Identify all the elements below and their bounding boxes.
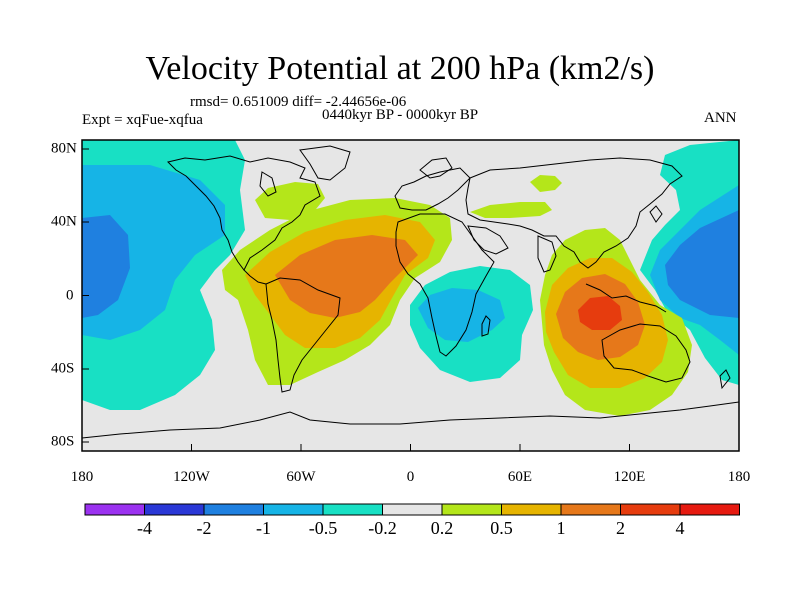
colorbar-box-11 xyxy=(679,503,740,516)
colorbar-label-5: -0.2 xyxy=(368,518,397,538)
y-ticks xyxy=(82,148,89,443)
colorbar xyxy=(84,503,740,516)
colorbar-label-2: -2 xyxy=(196,518,212,538)
coastline-maritime-continent xyxy=(585,283,667,313)
y-label-80n: 80N xyxy=(51,140,77,157)
period-line: 0440kyr BP - 0000kyr BP xyxy=(322,107,479,123)
coastline-greenland xyxy=(299,145,351,181)
y-label-80s: 80S xyxy=(51,433,75,450)
colorbar-label-10: 4 xyxy=(675,518,685,538)
coastline-north-america xyxy=(167,155,321,271)
contour-pos02-mideast xyxy=(470,202,552,218)
coastline-scandinavia xyxy=(419,157,453,179)
x-label-180w: 180 xyxy=(70,469,94,485)
coastline-india xyxy=(537,235,557,273)
x-label-60e: 60E xyxy=(507,469,533,485)
colorbar-label-1: -4 xyxy=(137,518,152,538)
colorbar-box-3 xyxy=(203,503,264,516)
contour-neg1-africa xyxy=(418,288,505,342)
colorbar-box-6 xyxy=(382,503,443,516)
coastline-central-america xyxy=(243,269,267,285)
contour-neg2-pacific-west xyxy=(82,215,130,318)
colorbar-box-4 xyxy=(263,503,324,516)
contour-fields xyxy=(82,140,739,439)
x-label-120w: 120W xyxy=(173,469,210,485)
contour-pos02-northamerica xyxy=(255,182,325,220)
colorbar-label-8: 1 xyxy=(556,518,566,538)
coastline-arabia xyxy=(467,225,509,255)
x-ticks xyxy=(81,444,740,451)
colorbar-label-9: 2 xyxy=(616,518,625,538)
coastline-japan xyxy=(649,205,663,223)
coastline-south-america xyxy=(265,277,341,393)
colorbar-box-9 xyxy=(560,503,621,516)
colorbar-box-1 xyxy=(84,503,145,516)
coastline-asia xyxy=(465,157,683,269)
x-label-0: 0 xyxy=(406,469,415,485)
colorbar-label-4: -0.5 xyxy=(308,518,338,538)
y-label-40n: 40N xyxy=(51,213,77,230)
experiment-label: Expt = xqFue-xqfua xyxy=(82,112,203,128)
colorbar-box-2 xyxy=(144,503,205,516)
x-label-60w: 60W xyxy=(286,469,316,485)
colorbar-box-10 xyxy=(620,503,681,516)
y-label-0: 0 xyxy=(66,287,74,303)
season-label: ANN xyxy=(704,110,737,126)
contour-pos02-siberia xyxy=(530,175,562,192)
coastline-antarctica xyxy=(82,401,739,439)
contour-pos2-indian xyxy=(578,296,622,330)
x-label-120e: 120E xyxy=(613,469,646,485)
contour-pos1-atlantic xyxy=(275,235,418,318)
y-label-40s: 40S xyxy=(51,360,75,377)
coastline-hudson-bay xyxy=(259,171,277,197)
stats-line: rmsd= 0.651009 diff= -2.44656e-06 xyxy=(190,94,407,110)
colorbar-box-7 xyxy=(441,503,502,516)
coastline-madagascar xyxy=(481,315,491,337)
colorbar-box-8 xyxy=(501,503,562,516)
coastline-europe xyxy=(394,167,471,211)
plot-title: Velocity Potential at 200 hPa (km2/s) xyxy=(145,50,655,87)
colorbar-box-5 xyxy=(322,503,383,516)
colorbar-label-7: 0.5 xyxy=(490,518,513,538)
colorbar-label-3: -1 xyxy=(256,518,271,538)
contour-neg2-pacific-east xyxy=(665,210,739,318)
colorbar-label-6: 0.2 xyxy=(430,518,454,538)
coastline-africa xyxy=(395,213,495,357)
coastlines xyxy=(82,145,739,439)
x-label-180e: 180 xyxy=(727,469,751,485)
coastline-new-zealand xyxy=(719,369,731,390)
coastline-australia xyxy=(601,323,691,383)
